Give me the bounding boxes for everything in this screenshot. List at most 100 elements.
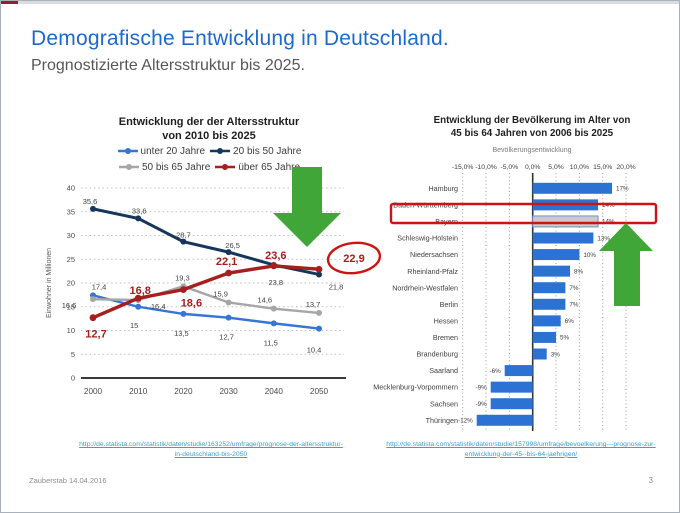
data-label: 12,7 (85, 329, 106, 341)
data-point (225, 299, 232, 306)
page-title: Demografische Entwicklung in Deutschland… (31, 27, 449, 50)
data-label: 16,6 (62, 301, 77, 310)
bar (532, 282, 566, 294)
legend-row: 50 bis 65 Jahre über 65 Jahre (53, 159, 365, 175)
category-label: Mecklenburg-Vorpommern (373, 383, 458, 392)
data-point (180, 286, 187, 294)
y-tick-label: 30 (67, 231, 75, 240)
bar-chart-plot: -15,0% -10,0% -5,0% 0,0% 5,0% 10,0% 15,0% 20,0%… (373, 164, 636, 431)
data-point (270, 262, 278, 270)
legend-row: unter 20 Jahre 20 bis 50 Jahre (53, 143, 365, 159)
category-label: Schleswig-Holstein (397, 234, 458, 243)
bar (532, 199, 599, 211)
data-label: 35,6 (83, 197, 98, 206)
bar (504, 365, 533, 377)
value-label: 8% (574, 268, 584, 275)
data-label: 13,5 (174, 329, 189, 338)
value-label: -12% (458, 418, 473, 425)
data-label: 15,9 (213, 289, 228, 298)
line-chart-title-line1: Entwicklung der der Altersstruktur (118, 116, 300, 128)
data-label: 13,7 (306, 300, 321, 309)
value-label: 7% (569, 302, 579, 309)
y-axis-title: Einwohner in Millionen (46, 248, 53, 318)
series-line (92, 294, 320, 330)
data-point (270, 320, 277, 327)
data-point (225, 249, 232, 256)
line-chart-plot: 0 5 10 15 20 25 30 35 40 Einwohner in Millionen 20… (46, 184, 365, 397)
data-label: 11,5 (264, 338, 278, 347)
x-tick-label: -5,0% (500, 164, 518, 171)
legend-line-marker-icon (210, 148, 231, 154)
data-point (135, 303, 142, 310)
data-point (90, 205, 96, 212)
series-line (92, 264, 320, 320)
bar (476, 414, 533, 426)
bar (532, 265, 571, 277)
data-label: 15 (130, 321, 138, 330)
slide-top-border-accent (1, 1, 18, 4)
value-label: 7% (569, 285, 579, 292)
bar-highlighted (532, 215, 599, 228)
category-label: Niedersachsen (410, 250, 458, 259)
data-label: 16,4 (151, 302, 166, 311)
data-point (315, 265, 323, 273)
data-label: 21,8 (329, 282, 344, 291)
page-number: 3 (648, 476, 653, 485)
value-label: 6% (565, 318, 575, 325)
data-label: 18,6 (181, 298, 202, 310)
category-label: Bremen (433, 333, 458, 342)
category-label: Bayern (435, 217, 458, 226)
data-label: 23,8 (268, 278, 283, 287)
data-point (225, 269, 233, 277)
data-label: 33,6 (132, 206, 147, 215)
x-tick-label: 0,0% (525, 164, 541, 171)
value-label: -9% (475, 401, 487, 408)
data-label: 19,3 (175, 273, 190, 282)
source-link-left[interactable]: http://de.statista.com/statistik/daten/s… (79, 441, 343, 458)
category-label: Saarland (429, 366, 458, 375)
y-tick-label: 35 (67, 207, 75, 216)
category-label: Nordrhein-Westfalen (392, 283, 458, 292)
data-point (134, 294, 142, 302)
line-chart-title: Entwicklung der der Altersstruktur von 2… (59, 115, 359, 144)
category-label: Thüringen (426, 416, 458, 425)
category-label: Sachsen (430, 399, 458, 408)
bar-chart-title-line1: Entwicklung der Bevölkerung im Alter von (433, 115, 631, 126)
value-label: 13% (597, 235, 610, 242)
value-label: 14% (602, 219, 615, 226)
bar (532, 315, 561, 327)
data-label: 16,8 (129, 285, 150, 297)
y-tick-label: 20 (67, 279, 75, 288)
data-point (316, 309, 322, 316)
legend-line-marker-icon (215, 164, 236, 170)
bar (532, 182, 613, 194)
y-tick-label: 40 (67, 184, 75, 193)
x-tick-label: -10,0% (475, 164, 497, 171)
x-tick-label: -15,0% (452, 164, 474, 171)
data-point (135, 215, 142, 222)
legend-label: unter 20 Jahre (140, 145, 206, 157)
legend-label: 20 bis 50 Jahre (233, 145, 302, 157)
x-tick-label: 2020 (174, 387, 193, 396)
x-tick-label: 10,0% (570, 164, 589, 171)
category-label: Hamburg (428, 184, 458, 193)
x-tick-label: 2010 (129, 387, 148, 396)
x-tick-label: 2050 (310, 387, 329, 396)
x-tick-label: 15,0% (593, 164, 612, 171)
data-label: 14,6 (257, 296, 272, 305)
source-link-right[interactable]: http://de.statista.com/statistik/daten/s… (386, 441, 656, 458)
bar (532, 298, 566, 310)
data-point (270, 305, 277, 312)
legend-line-marker-icon (118, 164, 139, 170)
data-label: 10,4 (307, 346, 322, 355)
category-label: Hessen (434, 316, 458, 325)
value-label: 14% (602, 202, 615, 209)
x-tick-label: 2040 (265, 387, 284, 396)
legend-label: über 65 Jahre (238, 161, 301, 173)
page-subtitle: Prognostizierte Altersstruktur bis 2025. (31, 57, 305, 74)
bar (532, 232, 594, 244)
legend-item: 50 bis 65 Jahre (118, 162, 210, 173)
x-tick-label: 2000 (84, 387, 103, 396)
data-label: 22,9 (343, 253, 364, 265)
